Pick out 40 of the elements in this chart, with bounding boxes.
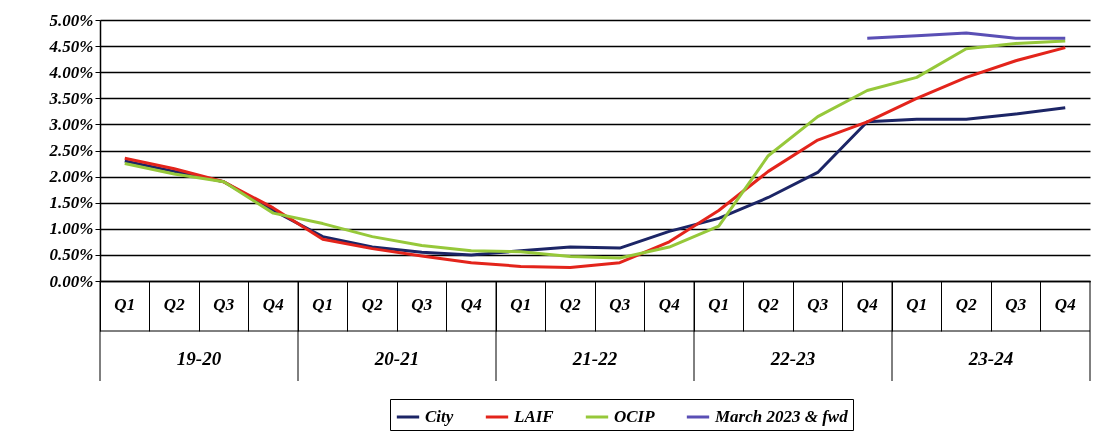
x-tick-label: Q2 <box>361 294 384 314</box>
text: 20-21 <box>373 348 420 369</box>
y-tick-label: 2.50% <box>48 141 94 160</box>
x-tick-label: Q2 <box>955 294 978 314</box>
x-tick-label: Q3 <box>609 294 631 314</box>
y-tick-label: 4.00% <box>48 62 94 82</box>
y-tick-label: 0.50% <box>49 245 94 265</box>
text: 21-22 <box>571 348 618 369</box>
y-tick-label: 0.00% <box>49 271 94 291</box>
x-tick-label: Q2 <box>163 294 186 314</box>
x-tick-label: Q3 <box>807 294 829 314</box>
x-tick-label: Q2 <box>757 294 780 314</box>
text: 23-24 <box>967 348 1014 369</box>
y-tick-label: 3.50% <box>48 88 94 108</box>
x-tick-label: Q4 <box>1054 294 1076 314</box>
x-tick-label: Q4 <box>262 294 284 314</box>
y-tick-label: 5.00% <box>49 10 94 30</box>
x-tick-label: Q2 <box>559 294 582 314</box>
y-tick-label: 1.50% <box>49 193 94 213</box>
legend-label: March 2023 & fwd <box>714 407 849 426</box>
x-tick-label: Q1 <box>312 294 334 314</box>
text: 19-20 <box>176 348 222 369</box>
x-tick-label: Q4 <box>856 294 878 314</box>
y-tick-label: 1.00% <box>49 219 94 239</box>
x-tick-label: Q4 <box>658 294 680 314</box>
legend-label: LAIF <box>513 407 555 426</box>
legend-label: OCIP <box>614 407 656 426</box>
x-tick-label: Q4 <box>460 294 482 314</box>
x-tick-label: Q1 <box>708 294 730 314</box>
x-tick-label: Q1 <box>114 294 136 314</box>
x-tick-label: Q1 <box>906 294 928 314</box>
x-tick-label: Q3 <box>213 294 235 314</box>
y-tick-label: 2.00% <box>48 167 94 187</box>
legend-label: City <box>425 407 454 426</box>
y-tick-label: 3.00% <box>48 114 94 134</box>
x-tick-label: Q1 <box>510 294 532 314</box>
x-tick-label: Q3 <box>411 294 433 314</box>
text: 22-23 <box>769 348 816 369</box>
y-tick-label: 4.50% <box>48 36 94 56</box>
x-tick-label: Q3 <box>1005 294 1027 314</box>
